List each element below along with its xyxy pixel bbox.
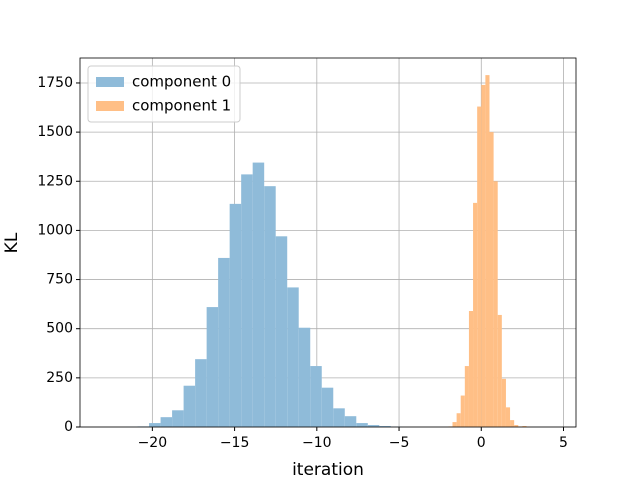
- bar: [457, 413, 461, 427]
- y-tick-label: 250: [46, 370, 73, 386]
- x-tick-label: −20: [138, 435, 168, 451]
- y-tick-label: 0: [64, 419, 73, 435]
- bar: [218, 258, 230, 427]
- bar: [230, 204, 242, 427]
- x-axis-label: iteration: [292, 460, 364, 480]
- x-tick-label: −15: [220, 435, 250, 451]
- bar: [452, 422, 456, 427]
- bar: [322, 388, 334, 427]
- x-tick-label: 0: [477, 435, 486, 451]
- bar: [184, 386, 196, 427]
- bar: [494, 181, 498, 427]
- bar: [287, 287, 299, 427]
- bar: [465, 366, 469, 427]
- y-tick-label: 750: [46, 272, 73, 288]
- bar: [481, 85, 485, 427]
- x-tick-label: 5: [559, 435, 568, 451]
- bar: [241, 174, 253, 427]
- legend-swatch: [96, 101, 124, 111]
- bar: [510, 420, 514, 427]
- bar: [172, 410, 184, 427]
- legend-label: component 1: [132, 97, 231, 115]
- bar: [264, 186, 276, 427]
- bar: [333, 408, 345, 427]
- bar: [473, 203, 477, 427]
- y-axis-label: KL: [2, 232, 22, 253]
- bar: [161, 417, 173, 427]
- y-tick-label: 500: [46, 321, 73, 337]
- bar: [469, 311, 473, 427]
- bar: [299, 328, 311, 427]
- bar: [461, 396, 465, 427]
- y-tick-label: 1000: [37, 222, 73, 238]
- y-tick-label: 1250: [37, 173, 73, 189]
- y-tick-label: 1750: [37, 75, 73, 91]
- bar: [149, 423, 161, 427]
- bar: [489, 132, 493, 427]
- bar: [310, 366, 322, 427]
- bar: [207, 307, 219, 427]
- bar: [477, 107, 481, 427]
- bar: [195, 359, 207, 427]
- legend-label: component 0: [132, 73, 231, 91]
- bar: [253, 163, 265, 427]
- bar: [498, 315, 502, 427]
- x-tick-label: −5: [389, 435, 410, 451]
- bar: [485, 75, 489, 427]
- bar: [502, 379, 506, 427]
- legend-swatch: [96, 77, 124, 87]
- bar: [356, 423, 368, 427]
- x-tick-label: −10: [302, 435, 332, 451]
- y-tick-label: 1500: [37, 124, 73, 140]
- bar: [506, 407, 510, 427]
- bar: [276, 236, 288, 427]
- bar: [345, 416, 357, 427]
